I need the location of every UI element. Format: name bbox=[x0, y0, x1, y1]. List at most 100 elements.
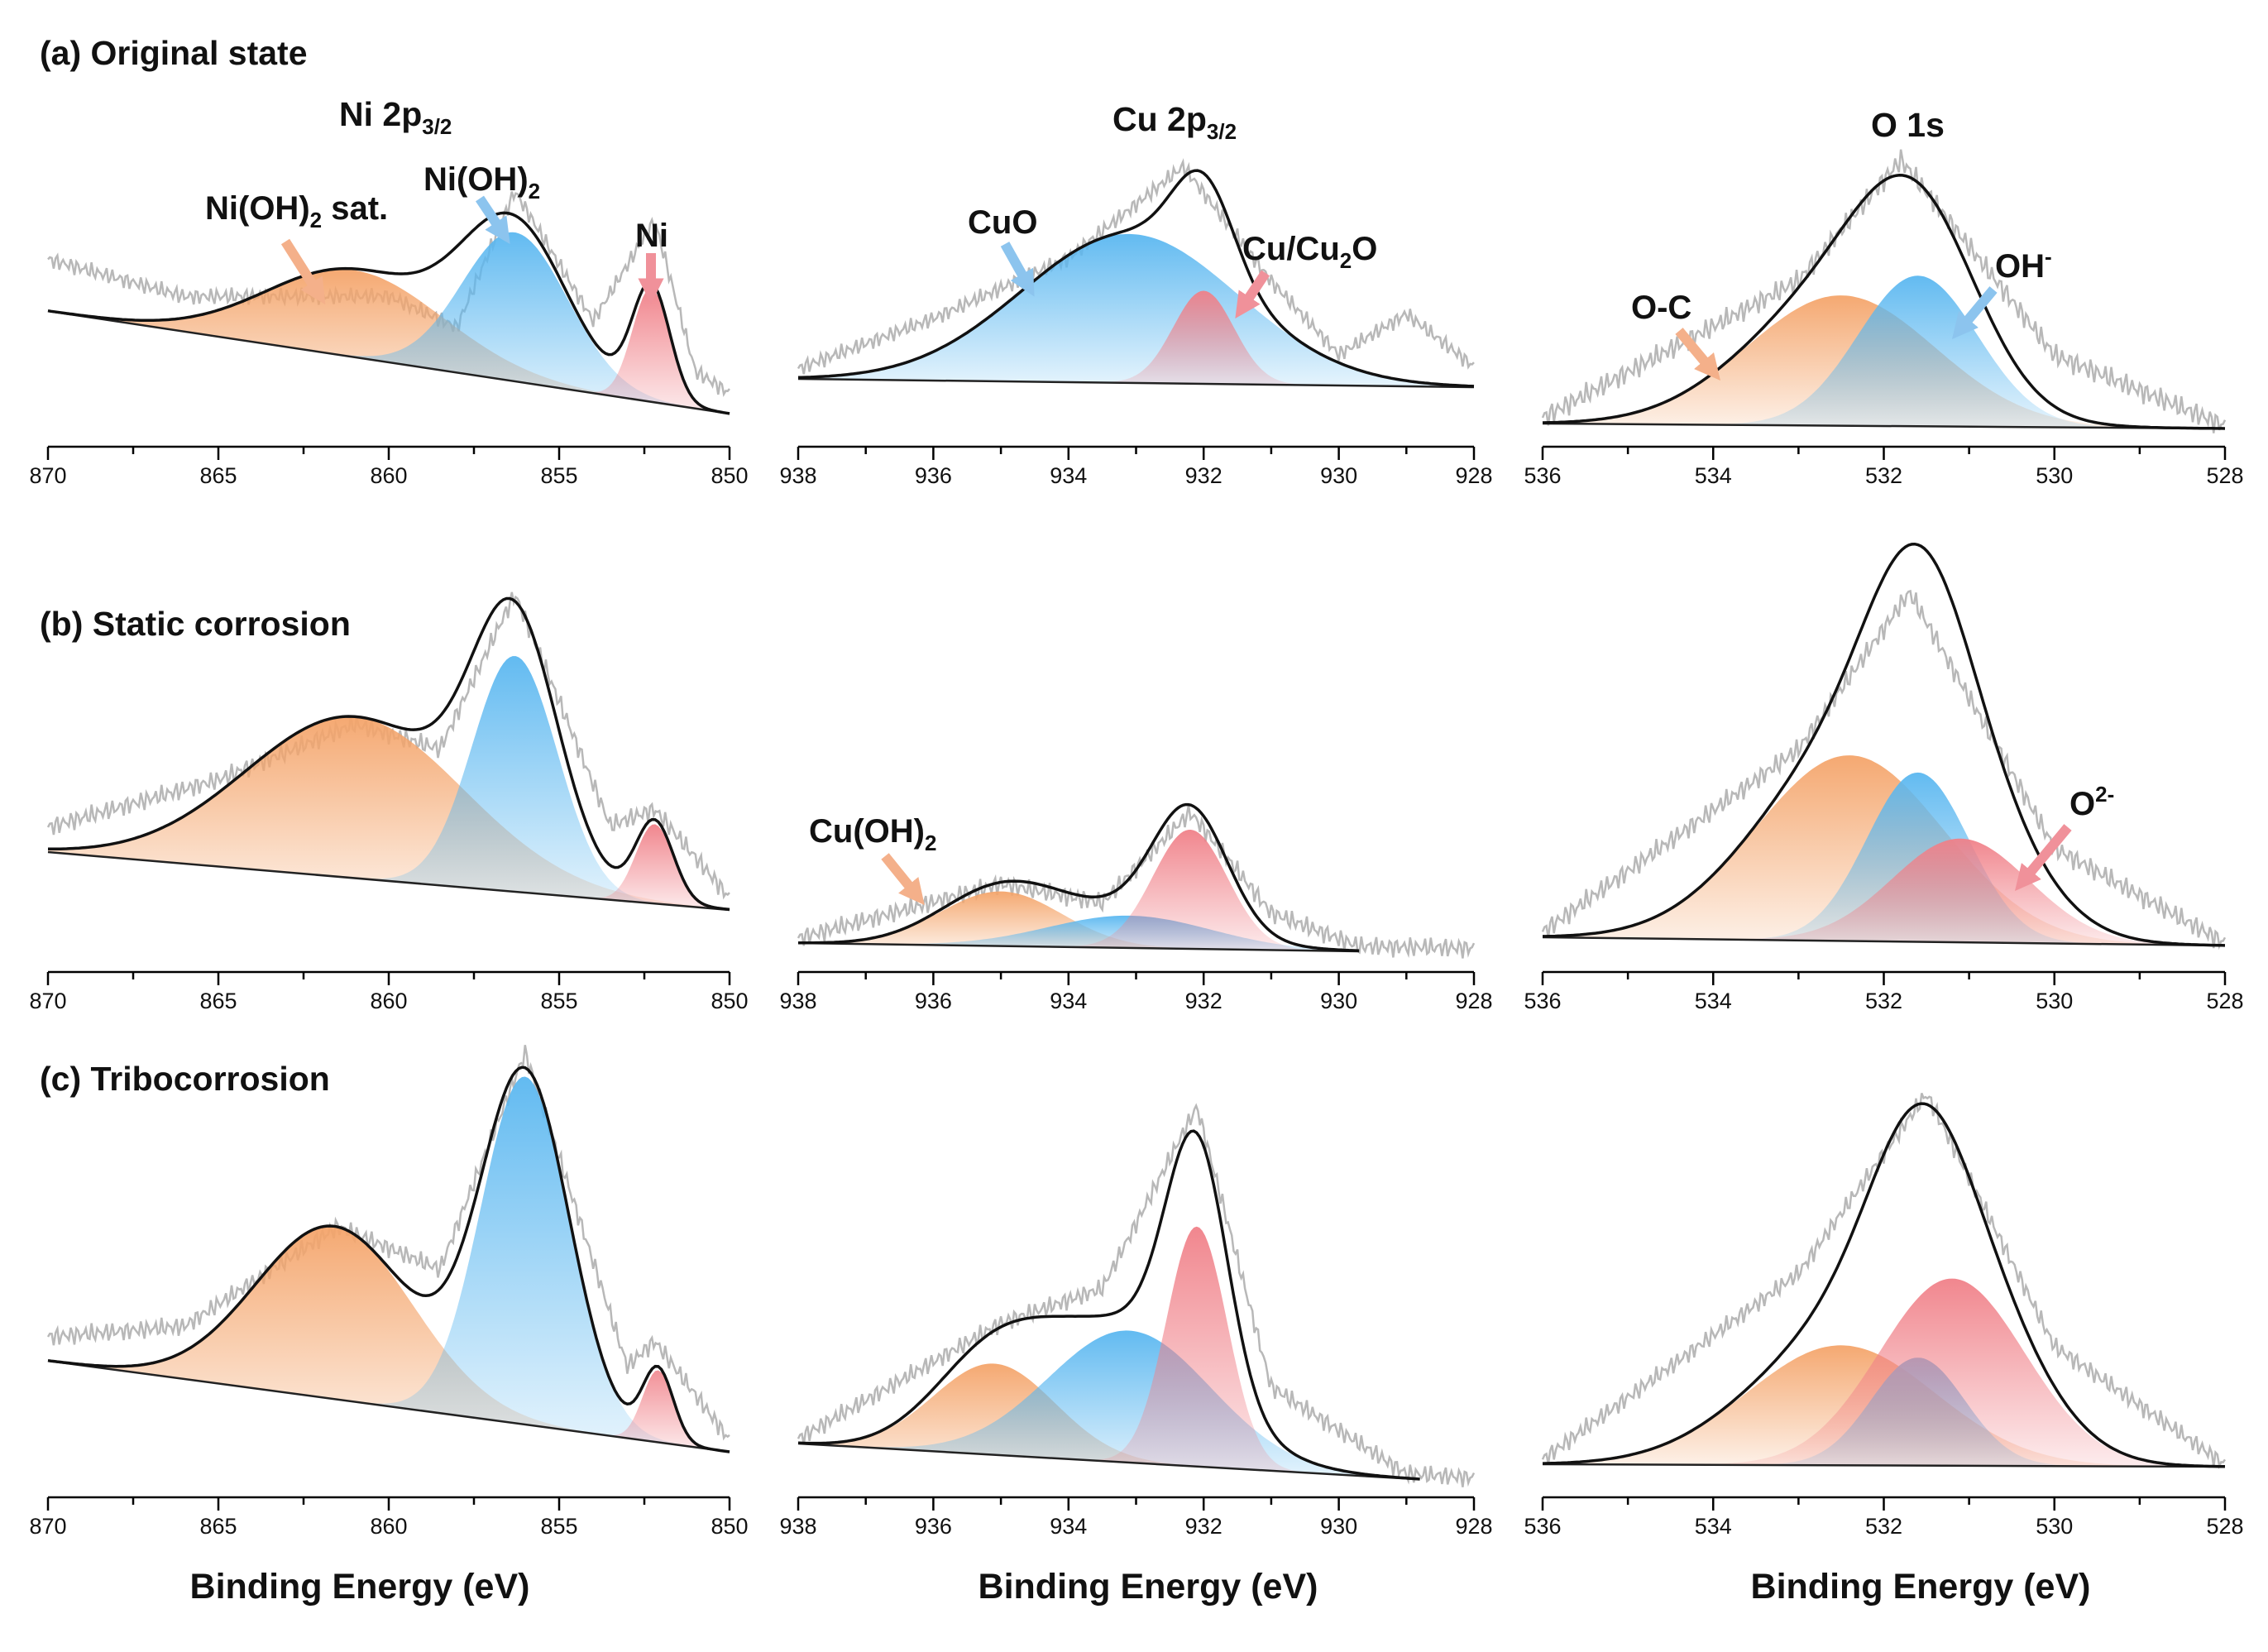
arrow-nioh2-sat bbox=[280, 238, 326, 305]
arrow-cuo bbox=[1000, 242, 1035, 297]
envelope-a-cu bbox=[797, 169, 1475, 388]
tick-label-a-o-0: 536 bbox=[1524, 463, 1561, 488]
tick-label-b-cu-0: 938 bbox=[779, 989, 816, 1013]
tick-label-b-ni-0: 870 bbox=[29, 989, 66, 1013]
raw-spectrum-a-o bbox=[1541, 149, 2227, 433]
envelope-b-ni bbox=[48, 596, 730, 912]
peak-a-o-1 bbox=[1543, 275, 2225, 429]
panel-c-ni: 870 865 860 855 850 bbox=[29, 1045, 749, 1539]
peak-a-cu-0 bbox=[798, 233, 1474, 387]
tick-label-c-cu-4: 930 bbox=[1320, 1514, 1357, 1539]
tick-label-b-ni-2: 860 bbox=[370, 989, 407, 1013]
tick-label-c-cu-2: 934 bbox=[1050, 1514, 1087, 1539]
tick-label-c-ni-0: 870 bbox=[29, 1514, 66, 1539]
peak-b-o-2 bbox=[1543, 838, 2225, 946]
baseline-b-cu bbox=[797, 941, 1360, 953]
arrow-oh bbox=[1952, 286, 1998, 339]
label-oh: OH- bbox=[1995, 244, 2052, 285]
peak-b-cu-2 bbox=[798, 830, 1360, 951]
peak-a-ni-1 bbox=[48, 232, 730, 414]
tick-label-b-cu-4: 930 bbox=[1320, 989, 1357, 1013]
panel-a-o: 536 534 532 530 528 O-C OH- bbox=[1524, 149, 2244, 488]
tick-label-c-o-2: 532 bbox=[1865, 1514, 1902, 1539]
tick-label-c-o-3: 530 bbox=[2036, 1514, 2073, 1539]
tick-label-a-cu-2: 934 bbox=[1050, 463, 1087, 488]
arrow-cu-cu2o bbox=[1235, 270, 1270, 318]
label-oc: O-C bbox=[1631, 290, 1691, 326]
tick-label-c-ni-1: 865 bbox=[199, 1514, 237, 1539]
xlabel-ni: Binding Energy (eV) bbox=[190, 1567, 530, 1607]
row-title-c: (c) Tribocorrosion bbox=[40, 1060, 330, 1098]
tick-label-c-ni-3: 855 bbox=[540, 1514, 577, 1539]
label-cu-cu2o: Cu/Cu2O bbox=[1242, 231, 1377, 273]
tick-label-b-ni-1: 865 bbox=[199, 989, 237, 1013]
tick-label-a-o-4: 528 bbox=[2206, 463, 2243, 488]
envelope-c-cu bbox=[797, 1129, 1420, 1481]
peak-a-ni-0 bbox=[48, 269, 730, 414]
peak-b-ni-0 bbox=[48, 716, 730, 910]
tick-label-c-cu-1: 936 bbox=[915, 1514, 952, 1539]
raw-spectrum-c-o bbox=[1541, 1093, 2227, 1470]
panel-a-ni: 870 865 860 855 850 Ni(OH)2 sat. Ni(OH)2 Ni bbox=[29, 161, 748, 488]
tick-label-b-ni-3: 855 bbox=[540, 989, 577, 1013]
column-title-cu: Cu 2p3/2 bbox=[1112, 100, 1237, 144]
label-cuoh2: Cu(OH)2 bbox=[809, 813, 936, 855]
panel-c-o: 536 534 532 530 528 bbox=[1524, 1093, 2244, 1539]
arrow-oc bbox=[1675, 328, 1720, 381]
raw-spectrum-c-cu bbox=[797, 1103, 1476, 1487]
raw-spectrum-c-ni bbox=[46, 1045, 730, 1441]
baseline-c-ni bbox=[47, 1359, 730, 1453]
baseline-a-o bbox=[1542, 422, 2226, 430]
envelope-a-ni bbox=[47, 211, 730, 415]
label-o2: O2- bbox=[2069, 782, 2114, 822]
row-title-a: (a) Original state bbox=[40, 34, 308, 72]
xlabel-cu: Binding Energy (eV) bbox=[978, 1567, 1318, 1607]
arrow-o2 bbox=[2015, 824, 2072, 891]
panel-b-ni: 870 865 860 855 850 bbox=[29, 591, 749, 1013]
peak-c-ni-0 bbox=[48, 1226, 730, 1452]
tick-label-a-o-2: 532 bbox=[1865, 463, 1902, 488]
tick-label-c-cu-3: 932 bbox=[1185, 1514, 1223, 1539]
baseline-c-o bbox=[1542, 1463, 2226, 1468]
tick-label-b-cu-2: 934 bbox=[1050, 989, 1087, 1013]
label-cuo: CuO bbox=[968, 204, 1037, 241]
raw-spectrum-b-o bbox=[1541, 589, 2227, 950]
tick-label-a-cu-3: 932 bbox=[1185, 463, 1223, 488]
tick-label-b-o-0: 536 bbox=[1524, 989, 1561, 1013]
tick-label-c-o-4: 528 bbox=[2206, 1514, 2243, 1539]
panel-c-cu: 938 936 934 932 930 928 bbox=[779, 1103, 1493, 1539]
tick-label-a-ni-3: 855 bbox=[540, 463, 577, 488]
tick-label-c-ni-4: 850 bbox=[711, 1514, 748, 1539]
baseline-b-ni bbox=[47, 850, 730, 912]
peak-b-ni-2 bbox=[48, 824, 730, 910]
peak-c-o-2 bbox=[1543, 1278, 2225, 1467]
envelope-a-o bbox=[1542, 174, 2226, 430]
tick-label-b-o-1: 534 bbox=[1695, 989, 1732, 1013]
baseline-b-o bbox=[1542, 936, 2226, 947]
tick-label-a-o-3: 530 bbox=[2036, 463, 2073, 488]
tick-label-b-o-3: 530 bbox=[2036, 989, 2073, 1013]
tick-label-c-cu-5: 928 bbox=[1455, 1514, 1492, 1539]
peak-b-ni-1 bbox=[48, 656, 730, 910]
arrow-nioh2 bbox=[476, 195, 510, 244]
column-title-ni: Ni 2p3/2 bbox=[339, 95, 452, 139]
tick-label-c-o-1: 534 bbox=[1695, 1514, 1732, 1539]
panel-a-cu: 938 936 934 932 930 928 CuO Cu/Cu2O bbox=[779, 158, 1493, 488]
tick-label-b-cu-5: 928 bbox=[1455, 989, 1492, 1013]
label-nioh2-sat: Ni(OH)2 sat. bbox=[205, 190, 388, 232]
tick-label-a-ni-1: 865 bbox=[199, 463, 237, 488]
tick-label-c-o-0: 536 bbox=[1524, 1514, 1561, 1539]
arrow-cuoh2 bbox=[881, 853, 925, 906]
panel-b-o: 536 534 532 530 528 O2- bbox=[1524, 542, 2244, 1013]
tick-label-a-o-1: 534 bbox=[1695, 463, 1732, 488]
tick-label-b-ni-4: 850 bbox=[711, 989, 748, 1013]
tick-label-a-cu-0: 938 bbox=[779, 463, 816, 488]
column-title-o: O 1s bbox=[1871, 106, 1945, 144]
tick-label-a-cu-1: 936 bbox=[915, 463, 952, 488]
tick-label-a-ni-4: 850 bbox=[711, 463, 748, 488]
tick-label-b-cu-1: 936 bbox=[915, 989, 952, 1013]
tick-label-a-ni-2: 860 bbox=[370, 463, 407, 488]
peak-b-o-1 bbox=[1543, 772, 2225, 946]
baseline-a-cu bbox=[797, 377, 1475, 389]
